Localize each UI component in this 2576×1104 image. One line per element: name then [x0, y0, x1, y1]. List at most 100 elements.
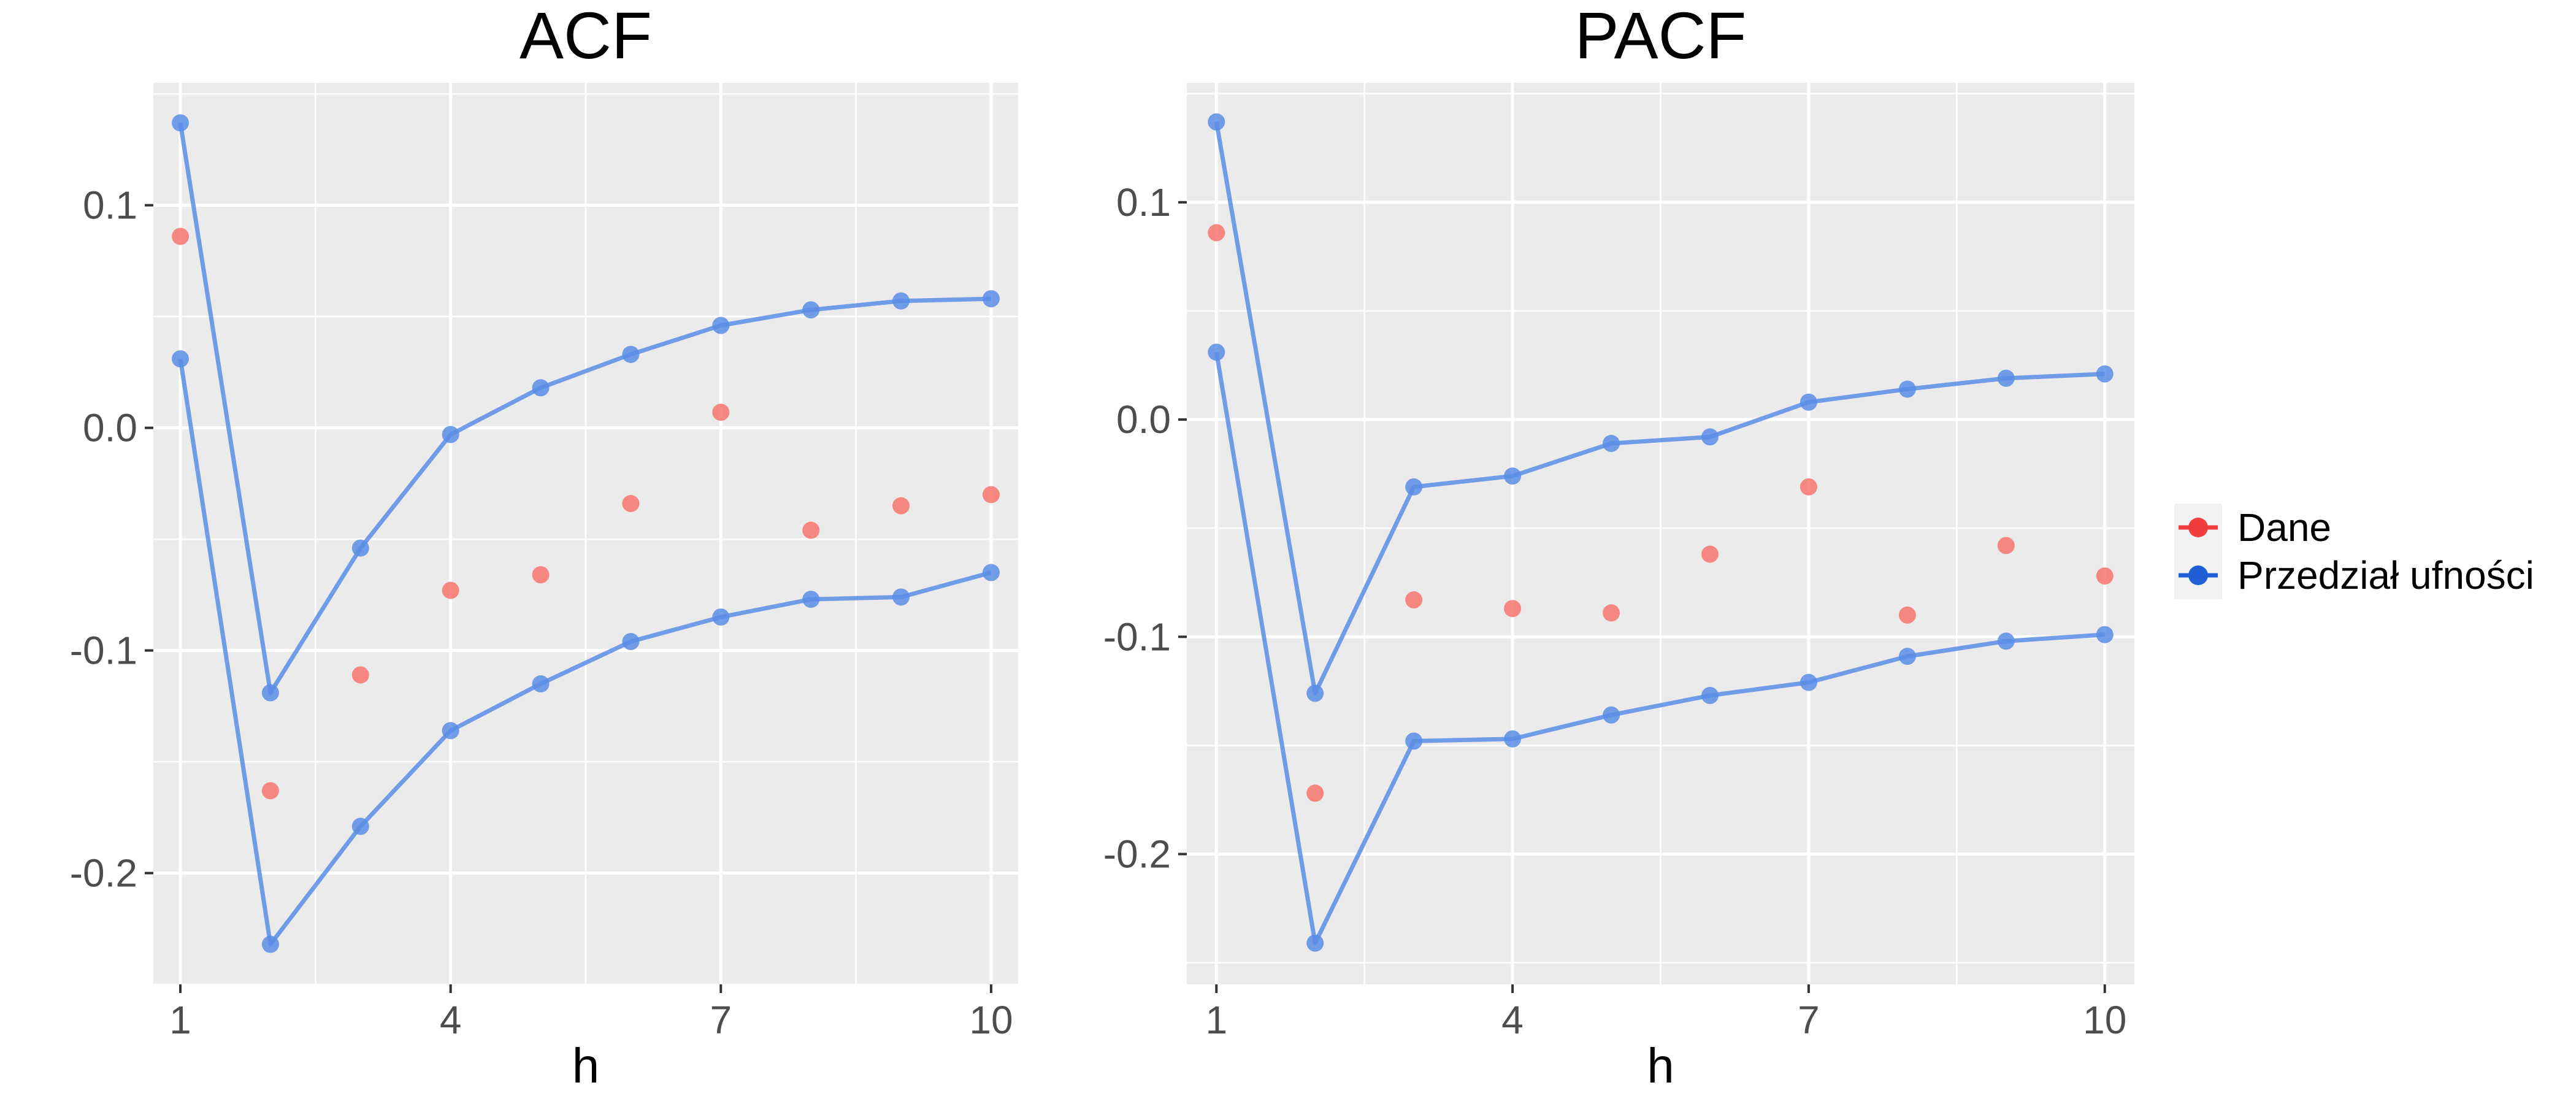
confidence-band-point — [982, 290, 1000, 308]
confidence-band-point — [712, 608, 730, 626]
data-point — [442, 581, 459, 599]
confidence-band-point — [351, 818, 369, 835]
confidence-band-point — [172, 114, 190, 132]
confidence-band-point — [1603, 435, 1620, 452]
data-point — [1603, 604, 1620, 622]
confidence-band-point — [532, 379, 550, 397]
confidence-band-point — [622, 345, 640, 363]
y-tick-label: 0.0 — [1116, 397, 1171, 442]
confidence-band-point — [1405, 732, 1423, 750]
data-series — [1208, 224, 2114, 802]
x-axis-title: h — [1647, 1038, 1674, 1093]
confidence-band-point — [1800, 673, 1817, 691]
x-tick-label: 4 — [1501, 998, 1524, 1042]
data-series — [172, 228, 1000, 800]
confidence-band-point — [1898, 648, 1916, 665]
confidence-band-point — [532, 675, 550, 692]
confidence-band-point — [1701, 686, 1719, 704]
confidence-band-point — [712, 316, 730, 334]
y-tick-label: -0.1 — [1103, 615, 1171, 659]
confidence-band-point — [351, 539, 369, 557]
data-point — [2096, 567, 2114, 585]
data-point — [1504, 600, 1522, 618]
confidence-band-point — [622, 633, 640, 651]
y-tick-label: 0.0 — [83, 406, 137, 450]
confidence-band-point — [1306, 934, 1324, 952]
data-point — [172, 228, 190, 245]
confidence-band-point — [261, 935, 279, 953]
panel-title: ACF — [519, 0, 652, 72]
data-point — [1800, 478, 1817, 496]
confidence-band-series — [172, 350, 1000, 953]
confidence-band-point — [802, 591, 820, 608]
y-tick-label: 0.1 — [1116, 180, 1171, 224]
data-point — [1306, 784, 1324, 802]
confidence-band-point — [1898, 380, 1916, 398]
confidence-band-point — [1701, 428, 1719, 446]
confidence-band-point — [892, 292, 910, 310]
legend-key — [2174, 504, 2222, 551]
confidence-band-point — [2096, 365, 2114, 383]
confidence-band-point — [1504, 467, 1522, 485]
confidence-band-point — [1405, 478, 1423, 496]
x-tick-label: 1 — [1205, 998, 1227, 1042]
legend-key — [2174, 551, 2222, 599]
confidence-band-series — [172, 114, 1000, 702]
y-tick-label: 0.1 — [83, 183, 137, 228]
x-tick-label: 1 — [169, 998, 191, 1042]
confidence-band-line — [178, 122, 992, 696]
data-point — [1898, 606, 1916, 624]
confidence-band-line — [1214, 351, 2105, 946]
confidence-band-point — [1208, 343, 1225, 361]
y-tick-label: -0.2 — [70, 851, 137, 895]
confidence-band-point — [1997, 632, 2015, 650]
confidence-band-point — [1800, 393, 1817, 411]
legend-label: Dane — [2237, 505, 2331, 550]
data-point — [1997, 537, 2015, 554]
x-tick-label: 10 — [969, 998, 1013, 1042]
legend-key-point — [2188, 565, 2208, 585]
legend-label: Przedział ufności — [2237, 553, 2534, 597]
data-point — [1405, 591, 1423, 609]
legend-key-point — [2188, 518, 2208, 537]
data-point — [1208, 224, 1225, 242]
confidence-band-point — [1997, 369, 2015, 387]
data-point — [261, 782, 279, 800]
acf-panel: 1 4 7 10 -0.2 -0.1 0.0 0.1 ACF h — [70, 0, 1018, 1093]
confidence-band-point — [892, 588, 910, 606]
x-tick-label: 7 — [710, 998, 732, 1042]
data-point — [622, 495, 640, 512]
confidence-band-point — [261, 684, 279, 702]
x-tick-label: 7 — [1798, 998, 1820, 1042]
confidence-band-line — [1214, 121, 2105, 696]
x-axis-title: h — [572, 1038, 600, 1093]
data-point — [712, 404, 730, 421]
y-tick-label: -0.1 — [70, 629, 137, 673]
confidence-band-point — [442, 426, 459, 443]
y-tick-label: -0.2 — [1103, 832, 1171, 876]
x-tick-label: 4 — [440, 998, 462, 1042]
confidence-band-series — [1208, 343, 2114, 952]
confidence-band-point — [1208, 113, 1225, 131]
data-point — [351, 666, 369, 684]
pacf-panel: 1 4 7 10 -0.2 -0.1 0.0 0.1 PACF h — [1103, 0, 2134, 1093]
x-tick-label: 10 — [2083, 998, 2126, 1042]
data-point — [1701, 545, 1719, 563]
confidence-band-point — [1306, 684, 1324, 702]
confidence-band-series — [1208, 113, 2114, 702]
data-point — [532, 566, 550, 584]
confidence-band-point — [982, 564, 1000, 581]
data-point — [892, 497, 910, 515]
data-point — [802, 521, 820, 539]
data-point — [982, 486, 1000, 504]
panel-title: PACF — [1574, 0, 1746, 72]
confidence-band-point — [802, 301, 820, 319]
confidence-band-point — [1504, 730, 1522, 748]
confidence-band-point — [2096, 626, 2114, 643]
confidence-band-point — [442, 722, 459, 740]
confidence-band-line — [178, 358, 992, 947]
confidence-band-point — [172, 350, 190, 368]
confidence-band-point — [1603, 706, 1620, 724]
